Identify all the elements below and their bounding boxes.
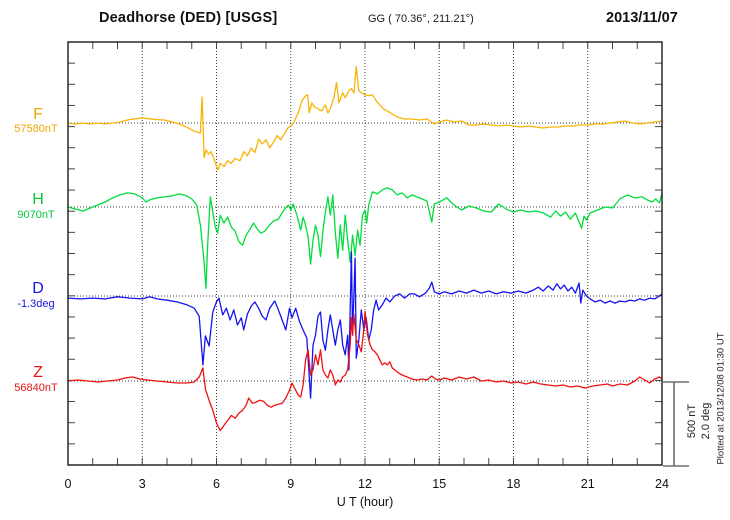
baseline-value-F: 57580nT [14,123,58,135]
baseline-value-Z: 56840nT [14,382,58,394]
amplitude-scale-label: 500 nT 2.0 deg [685,376,715,466]
geographic-coordinates: GG ( 70.36°, 211.21°) [368,13,474,25]
scale-label-nt: 500 nT [686,403,698,439]
x-tick-label: 18 [506,477,521,491]
x-axis-title: U T (hour) [336,495,394,509]
x-tick-label: 21 [580,477,595,491]
trace-label-H: H [32,191,44,208]
page-title: Deadhorse (DED) [USGS] [99,10,278,26]
trace-H [67,187,663,290]
trace-lines [67,66,663,432]
x-tick-label: 3 [138,477,146,491]
x-tick-label: 6 [213,477,220,491]
axis-ticks [68,42,662,465]
plot-frame [67,41,663,466]
x-tick-label: 0 [64,477,72,491]
x-tick-label: 9 [287,477,295,491]
baseline-value-H: 9070nT [17,209,55,221]
trace-D [67,251,663,399]
plot-date: 2013/11/07 [606,10,678,26]
x-tick-label: 15 [432,477,447,491]
baseline-value-D: -1.3deg [17,298,55,310]
scale-label-deg: 2.0 deg [700,402,712,440]
trace-label-F: F [33,106,43,123]
plotted-at-note: Plotted at 2013/12/08 01:30 UT [715,332,727,465]
grid-lines [68,42,662,465]
x-tick-label: 12 [358,477,372,491]
trace-F [67,66,663,171]
x-tick-label: 24 [655,477,669,491]
trace-label-Z: Z [33,364,43,381]
trace-Z [67,310,663,432]
scale-bar [663,381,689,467]
trace-label-D: D [32,280,44,297]
